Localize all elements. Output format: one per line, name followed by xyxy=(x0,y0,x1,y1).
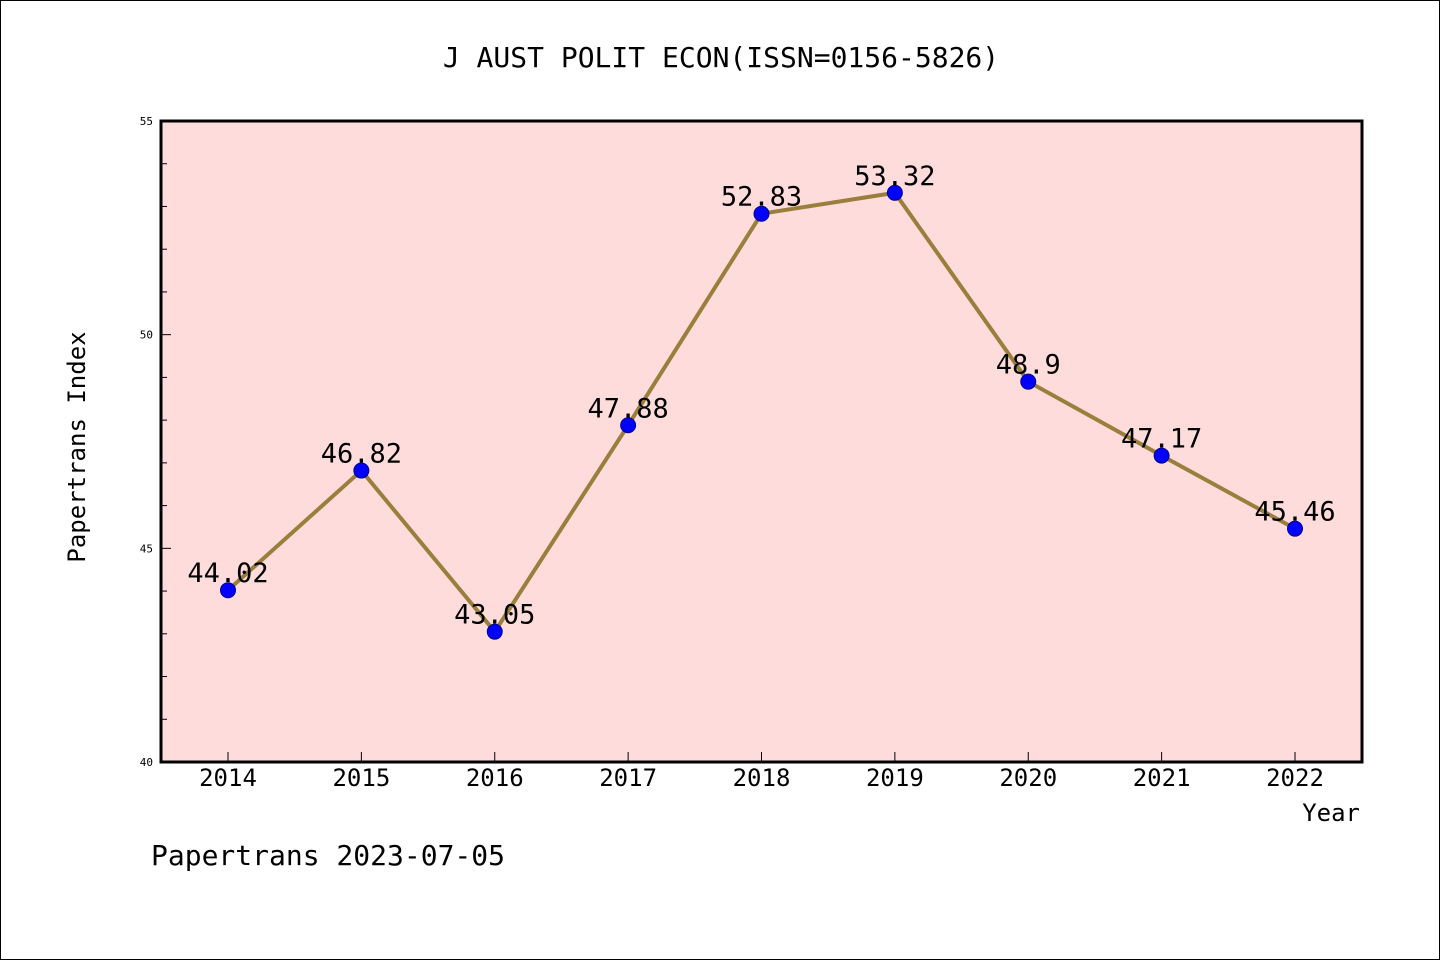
x-axis-label: Year xyxy=(1302,799,1360,827)
x-tick-label: 2021 xyxy=(1133,764,1191,792)
x-tick-label: 2022 xyxy=(1266,764,1324,792)
x-tick-label: 2015 xyxy=(332,764,390,792)
x-tick-label: 2017 xyxy=(599,764,657,792)
y-tick-label: 45 xyxy=(140,542,153,555)
data-point xyxy=(620,417,637,434)
data-point xyxy=(1153,447,1170,464)
chart-title: J AUST POLIT ECON(ISSN=0156-5826) xyxy=(443,41,999,74)
data-label: 46.82 xyxy=(321,439,402,470)
series-layer: 44.02 46.82 43.05 47.88 52.83 53.32 48.9 47.17 4… xyxy=(187,161,1336,640)
y-tick-label: 40 xyxy=(140,756,153,769)
x-tick-label: 2019 xyxy=(866,764,924,792)
data-label: 44.02 xyxy=(187,558,268,589)
y-tick-label: 50 xyxy=(140,329,153,342)
y-axis-label: Papertrans Index xyxy=(63,331,91,562)
data-label: 47.17 xyxy=(1121,424,1202,455)
data-point xyxy=(1287,520,1303,537)
data-label: 48.9 xyxy=(996,350,1061,381)
data-point xyxy=(1020,373,1037,390)
data-point xyxy=(353,462,370,479)
y-tick-label: 55 xyxy=(140,115,153,128)
plot-area xyxy=(159,119,1364,764)
data-label: 45.46 xyxy=(1254,497,1335,528)
x-tick-label: 2014 xyxy=(199,764,257,792)
data-point xyxy=(886,184,903,201)
data-point xyxy=(220,582,236,599)
chart-footer: Papertrans 2023-07-05 xyxy=(151,839,505,872)
data-label: 43.05 xyxy=(454,600,535,631)
y-axis: 40 45 50 55 xyxy=(140,115,171,769)
x-tick-label: 2018 xyxy=(733,764,791,792)
data-label: 52.83 xyxy=(721,182,802,213)
data-point xyxy=(753,205,770,222)
x-tick-label: 2020 xyxy=(999,764,1057,792)
data-label: 53.32 xyxy=(854,161,935,192)
data-point xyxy=(486,623,503,640)
x-tick-label: 2016 xyxy=(466,764,524,792)
data-label: 47.88 xyxy=(587,393,668,424)
x-axis: 2014 2015 2016 2017 2018 2019 2020 2021 2022 xyxy=(199,752,1324,792)
